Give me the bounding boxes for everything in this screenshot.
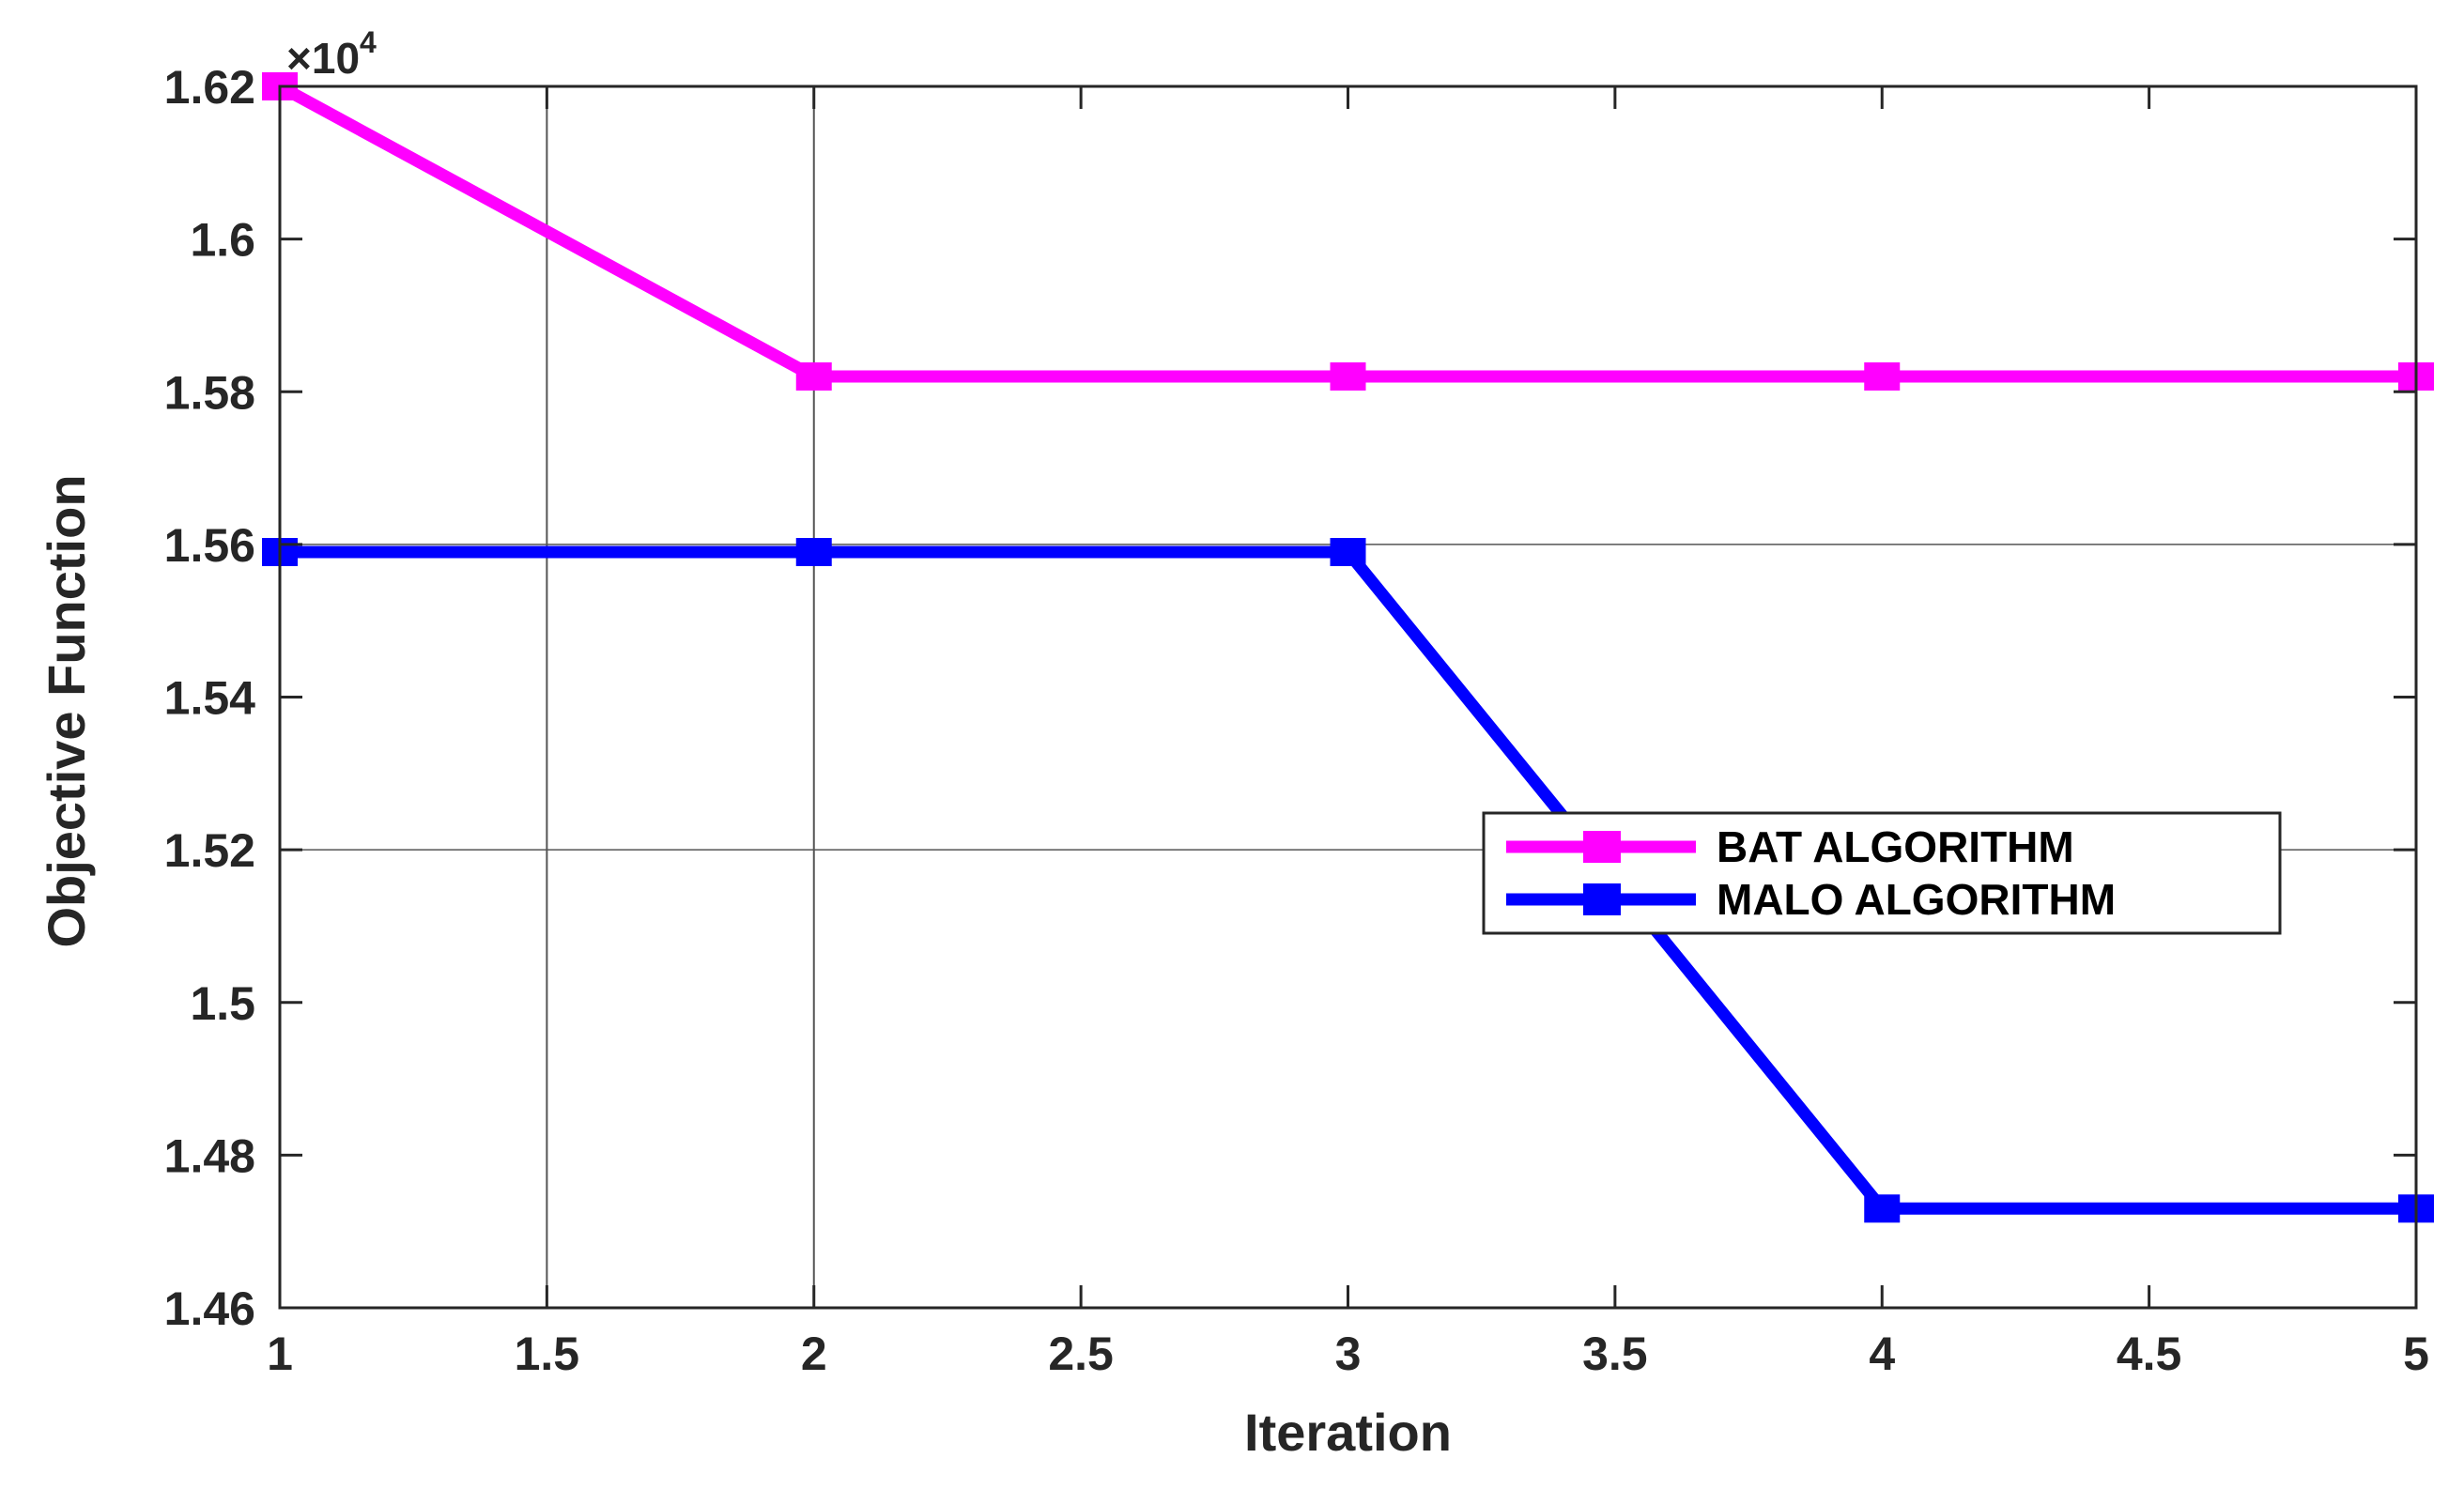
y-tick-label: 1.5 <box>190 977 255 1030</box>
x-axis-title: Iteration <box>1244 1403 1452 1462</box>
y-axis-title: Objective Function <box>37 474 96 947</box>
series-2-marker <box>1330 538 1366 567</box>
legend-marker-1 <box>1583 831 1621 863</box>
y-tick-label: 1.54 <box>164 672 256 725</box>
y-tick-label: 1.56 <box>164 519 255 572</box>
series-2-marker <box>1864 1194 1901 1223</box>
series-2-marker <box>795 538 832 567</box>
axis-ticks <box>278 84 2418 1310</box>
plot-area-border <box>278 84 2418 1310</box>
grid-lines <box>280 86 2416 1308</box>
y-tick-label: 1.58 <box>164 366 255 419</box>
series-1-marker <box>795 361 832 391</box>
series-1-marker <box>1330 361 1366 391</box>
x-tick-label: 4.5 <box>2117 1328 2182 1380</box>
y-tick-label: 1.46 <box>164 1282 255 1335</box>
x-tick-label: 4 <box>1869 1328 1895 1380</box>
x-tick-label: 3.5 <box>1582 1328 1648 1380</box>
legend-label-2: MALO ALGORITHM <box>1717 875 2116 924</box>
series-1-marker <box>1864 361 1901 391</box>
series-lines <box>262 72 2434 1223</box>
x-tick-label: 2.5 <box>1048 1328 1114 1380</box>
x-tick-label: 3 <box>1335 1328 1362 1380</box>
y-axis-exponent: ×104 <box>286 25 377 83</box>
legend-marker-2 <box>1583 883 1621 915</box>
y-tick-label: 1.48 <box>164 1129 255 1182</box>
x-tick-label: 5 <box>2403 1328 2429 1380</box>
y-tick-label: 1.6 <box>190 214 255 267</box>
series-line-1 <box>276 81 2416 383</box>
x-tick-label: 1 <box>267 1328 293 1380</box>
exponent-power: 4 <box>360 25 377 59</box>
y-tick-label: 1.52 <box>164 824 255 877</box>
y-tick-label: 1.62 <box>164 61 255 114</box>
x-tick-label: 2 <box>801 1328 827 1380</box>
legend-label-1: BAT ALGORITHM <box>1717 822 2074 871</box>
exponent-base: ×10 <box>286 34 360 83</box>
tick-labels: 1 1.5 2 2.5 3 3.5 4 4.5 51.461.481.51.521.541.56… <box>164 61 2429 1380</box>
x-tick-label: 1.5 <box>515 1328 580 1380</box>
